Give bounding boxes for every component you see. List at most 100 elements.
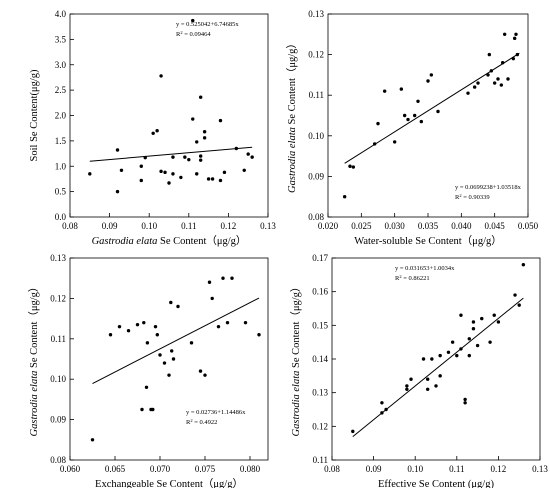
data-point [117,324,122,329]
data-point [151,131,155,135]
data-point [351,165,356,169]
r-squared-exponent: 2 [459,193,461,198]
y-tick-label: 0.11 [309,90,324,100]
data-point [429,73,434,77]
regression-line [89,146,253,162]
data-point [426,79,430,83]
regression-equation: y = 0.031653+1.0034x [395,265,455,272]
data-point [183,155,187,159]
data-point [480,316,484,321]
data-point [513,293,517,297]
regression-equation: y = 0.02736+1.14486x [186,409,246,416]
data-point [472,85,477,89]
data-point [511,56,516,61]
data-point [466,91,470,95]
data-point [492,313,496,317]
data-point [163,170,167,175]
data-point [515,52,520,57]
data-point [425,377,430,381]
regression-line [344,52,520,164]
data-point [399,87,404,91]
data-point [225,320,230,325]
axis-label-part: Se Content（μg/g） [157,235,246,247]
r-squared-symbol: R [455,194,460,201]
regression-line [92,297,260,385]
data-point [384,407,388,412]
y-tick-label: 2.5 [55,85,67,95]
data-point [195,140,199,144]
data-point [230,276,234,280]
data-point [88,172,92,176]
data-point [419,119,424,124]
data-point [486,73,490,77]
data-point [218,178,223,183]
data-point [488,340,492,344]
data-point [402,113,407,118]
y-tick-label: 0.11 [313,455,328,465]
x-axis-label: Water-soluble Se Content（μg/g） [354,235,501,247]
r-squared-number: = 0.09464 [183,31,212,38]
y-tick-label: 0.15 [312,320,328,330]
plot-frame [69,13,269,218]
x-tick-label: 0.045 [485,221,506,231]
x-tick-label: 0.10 [141,221,157,231]
data-point [140,407,144,412]
data-point [487,52,492,57]
data-point [459,347,463,351]
data-point [191,18,195,23]
plot-frame [69,257,269,461]
data-point [90,438,95,442]
data-point [139,164,143,168]
data-point [405,384,409,388]
data-point [170,349,174,353]
data-point [250,155,254,159]
data-point [167,373,171,377]
axis-label-part: Water-soluble Se Content（μg/g） [354,235,501,247]
data-point [191,117,195,121]
data-point [207,280,212,284]
data-point [450,340,455,344]
y-tick-label: 0.12 [312,421,328,431]
data-point [222,170,227,175]
y-axis-label: Gastrodia elata Se Content（μg/g） [286,38,298,193]
y-tick-label: 1.0 [55,161,67,171]
y-tick-label: 0.5 [55,187,67,197]
data-point [139,178,143,183]
y-tick-label: 0.14 [312,354,328,364]
data-point [438,353,442,358]
data-point [434,384,438,388]
x-tick-label: 0.030 [385,221,406,231]
x-tick-label: 0.11 [449,464,464,474]
data-point [425,387,430,391]
x-tick-label: 0.09 [366,464,382,474]
y-tick-label: 3.5 [55,34,67,44]
x-tick-label: 0.035 [418,221,439,231]
x-tick-label: 0.08 [324,464,340,474]
x-tick-label: 0.09 [102,221,118,231]
data-point [145,341,150,345]
x-tick-label: 0.13 [532,464,548,474]
data-point [506,77,510,81]
y-tick-label: 0.08 [308,212,324,222]
axis-label-italic-part: Gastrodia elata [291,371,302,437]
data-point [206,177,211,181]
y-tick-label: 0.11 [51,334,66,344]
data-point [115,148,120,152]
data-point [195,172,199,176]
axis-label-part: Soil Se Content(μg/g) [29,69,40,161]
data-point [198,158,203,162]
data-point [210,177,215,181]
data-point [500,61,505,65]
data-point [203,373,207,377]
y-tick-label: 0.13 [312,388,328,398]
data-point [475,343,480,348]
data-point [438,374,442,378]
chart-panel-4: 0.08 0.09 0.10 0.11 0.12 0.13 0.11 0.12 0.13 0.14… [290,253,548,488]
data-point [155,333,159,337]
y-tick-label: 0.13 [308,9,324,19]
data-point [144,385,149,389]
chart-panel-1: 0.08 0.09 0.10 0.11 0.12 0.13 0.0 0.5 1.0 1.5 2.0 2… [29,9,276,247]
data-point [179,175,183,180]
data-point [169,300,173,305]
axis-label-italic-part: Gastrodia elata [29,371,40,437]
